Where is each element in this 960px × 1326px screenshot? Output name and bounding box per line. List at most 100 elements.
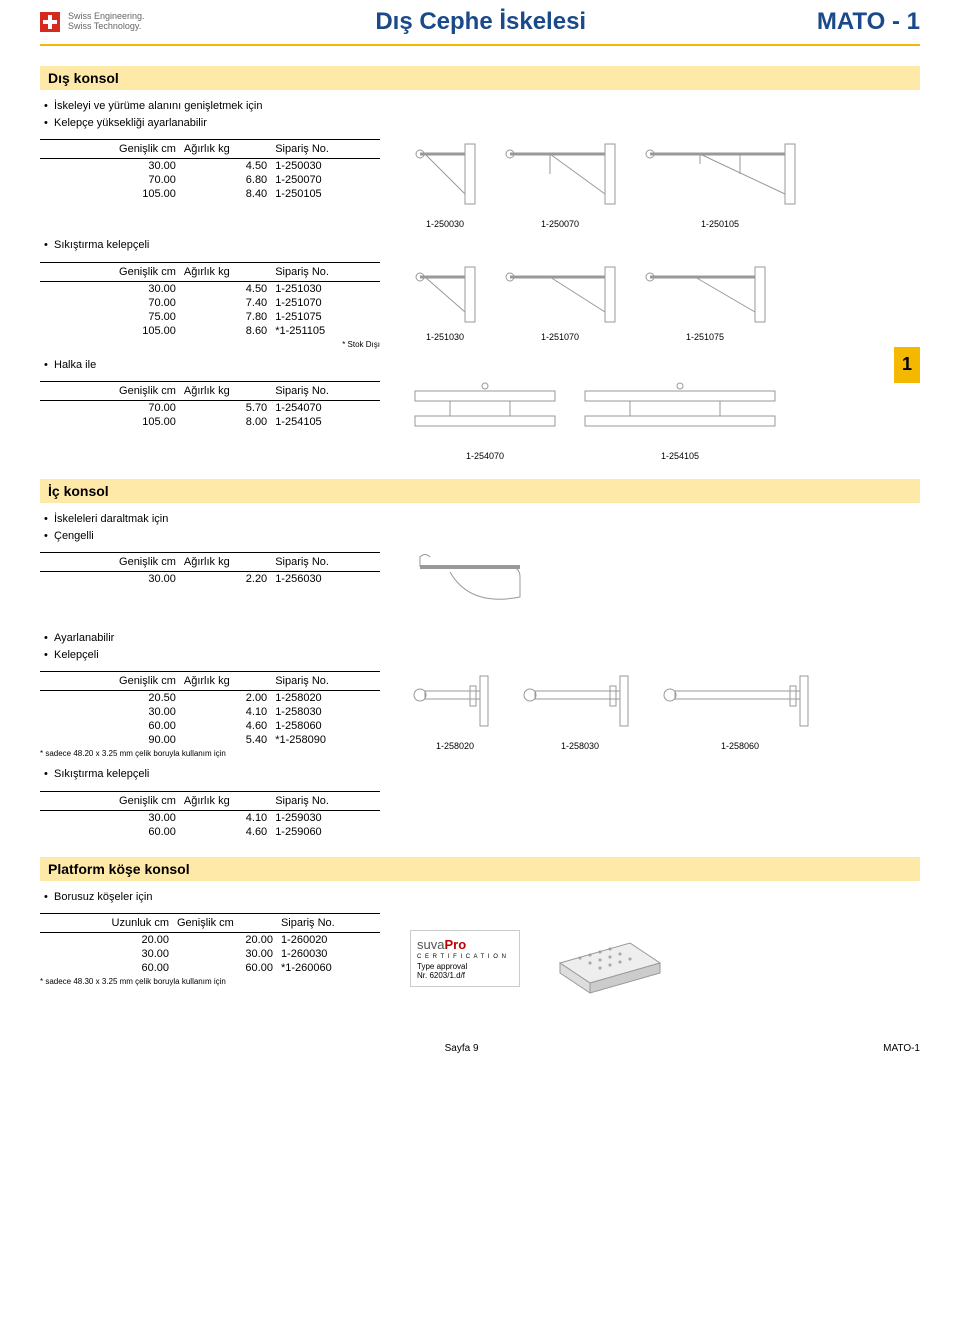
header-underline <box>40 44 920 46</box>
col: Sipariş No. <box>275 672 380 691</box>
table-cell: 30.00 <box>40 159 184 174</box>
table-cell: 4.60 <box>184 719 275 733</box>
table-cell: 30.00 <box>40 281 184 296</box>
bracket-ring-icon <box>580 381 780 451</box>
img-label: 1-251030 <box>426 332 464 342</box>
col: Uzunluk cm <box>40 914 177 933</box>
page-footer: Sayfa 9 MATO-1 <box>0 1023 960 1064</box>
table-row: 30.004.101-259030 <box>40 810 380 825</box>
col: Genişlik cm <box>40 382 184 401</box>
table-cell: 30.00 <box>40 810 184 825</box>
table-cell: 30.00 <box>40 572 184 587</box>
table-cell: 4.50 <box>184 159 275 174</box>
product-code: MATO - 1 <box>817 8 920 36</box>
section-platform-title: Platform köşe konsol <box>40 857 920 881</box>
bullet: Sıkıştırma kelepçeli <box>40 766 920 783</box>
col: Sipariş No. <box>275 262 380 281</box>
table-cell: 1-250070 <box>275 173 380 187</box>
table-row: 75.007.801-251075 <box>40 310 380 324</box>
img-label: 1-250105 <box>701 219 739 229</box>
col: Ağırlık kg <box>184 791 275 810</box>
footnote: * sadece 48.30 x 3.25 mm çelik boruyla k… <box>40 977 380 986</box>
swiss-flag-icon <box>40 12 60 32</box>
table-cell: 4.10 <box>184 810 275 825</box>
table-row: 30.002.201-256030 <box>40 572 380 587</box>
table-cell: 1-254105 <box>275 415 380 429</box>
dis-konsol-bullets: İskeleyi ve yürüme alanını genişletmek i… <box>40 98 920 131</box>
bracket-icon <box>640 262 770 332</box>
table-cell: 1-260030 <box>281 947 380 961</box>
img-label: 1-251070 <box>541 332 579 342</box>
table-row: 20.0020.001-260020 <box>40 933 380 948</box>
table-row: 20.502.001-258020 <box>40 691 380 706</box>
col: Ağırlık kg <box>184 553 275 572</box>
table-cell: 60.00 <box>40 825 184 839</box>
logo-text: Swiss Engineering. Swiss Technology. <box>68 12 145 32</box>
table-row: 90.005.40*1-258090 <box>40 733 380 747</box>
table-cell: 1-259060 <box>275 825 380 839</box>
sikistirma1-table: Genişlik cm Ağırlık kg Sipariş No. 30.00… <box>40 262 380 338</box>
table-cell: 105.00 <box>40 415 184 429</box>
footnote: * Stok Dışı <box>40 340 380 349</box>
table-cell: 5.40 <box>184 733 275 747</box>
table-cell: 75.00 <box>40 310 184 324</box>
page-header: Swiss Engineering. Swiss Technology. Dış… <box>0 0 960 44</box>
footnote: * sadece 48.20 x 3.25 mm çelik boruyla k… <box>40 749 380 758</box>
table-cell: *1-251105 <box>275 324 380 338</box>
table-row: 30.004.501-250030 <box>40 159 380 174</box>
cert-brand-a: suva <box>417 937 444 952</box>
ic-konsol-table: Genişlik cm Ağırlık kg Sipariş No. 30.00… <box>40 552 380 586</box>
bullet: Ayarlanabilir <box>40 630 920 647</box>
table-row: 70.007.401-251070 <box>40 296 380 310</box>
bullet: Çengelli <box>40 528 920 545</box>
col: Genişlik cm <box>177 914 281 933</box>
table-cell: 1-254070 <box>275 401 380 416</box>
ic-konsol-images <box>410 552 920 622</box>
table-cell: 7.80 <box>184 310 275 324</box>
table-cell: 70.00 <box>40 296 184 310</box>
img-label: 1-254105 <box>661 451 699 461</box>
bracket-icon <box>500 139 620 219</box>
table-row: 105.008.001-254105 <box>40 415 380 429</box>
dis-konsol-table: Genişlik cm Ağırlık kg Sipariş No. 30.00… <box>40 139 380 201</box>
bracket-ring-icon <box>410 381 560 451</box>
bullet: Borusuz köşeler için <box>40 889 920 906</box>
table-cell: *1-260060 <box>281 961 380 975</box>
table-cell: 2.00 <box>184 691 275 706</box>
section-ic-konsol-title: İç konsol <box>40 479 920 503</box>
table-row: 70.005.701-254070 <box>40 401 380 416</box>
img-label: 1-250070 <box>541 219 579 229</box>
table-row: 105.008.401-250105 <box>40 187 380 201</box>
table-cell: 2.20 <box>184 572 275 587</box>
table-cell: 1-258030 <box>275 705 380 719</box>
table-cell: 4.50 <box>184 281 275 296</box>
logo-area: Swiss Engineering. Swiss Technology. <box>40 12 145 32</box>
table-row: 30.0030.001-260030 <box>40 947 380 961</box>
bracket-icon <box>410 139 480 219</box>
table-cell: 1-251030 <box>275 281 380 296</box>
ayarlanabilir-images: 1-258020 1-258030 1-258060 <box>410 671 920 751</box>
table-row: 60.0060.00*1-260060 <box>40 961 380 975</box>
table-cell: 6.80 <box>184 173 275 187</box>
halka-bullets: Halka ile <box>40 357 920 374</box>
col: Sipariş No. <box>275 791 380 810</box>
table-cell: 1-250105 <box>275 187 380 201</box>
col: Ağırlık kg <box>184 262 275 281</box>
table-cell: 20.00 <box>40 933 177 948</box>
table-cell: 20.50 <box>40 691 184 706</box>
footer-code: MATO-1 <box>883 1043 920 1054</box>
section-dis-konsol-title: Dış konsol <box>40 66 920 90</box>
table-cell: 1-250030 <box>275 159 380 174</box>
img-label: 1-251075 <box>686 332 724 342</box>
footer-page: Sayfa 9 <box>445 1043 479 1054</box>
bullet: Sıkıştırma kelepçeli <box>40 237 920 254</box>
table-cell: 105.00 <box>40 187 184 201</box>
bracket-icon <box>640 139 800 219</box>
table-row: 105.008.60*1-251105 <box>40 324 380 338</box>
table-cell: 7.40 <box>184 296 275 310</box>
table-cell: 1-251070 <box>275 296 380 310</box>
table-cell: 1-260020 <box>281 933 380 948</box>
col: Genişlik cm <box>40 140 184 159</box>
table-cell: 8.00 <box>184 415 275 429</box>
col: Genişlik cm <box>40 672 184 691</box>
